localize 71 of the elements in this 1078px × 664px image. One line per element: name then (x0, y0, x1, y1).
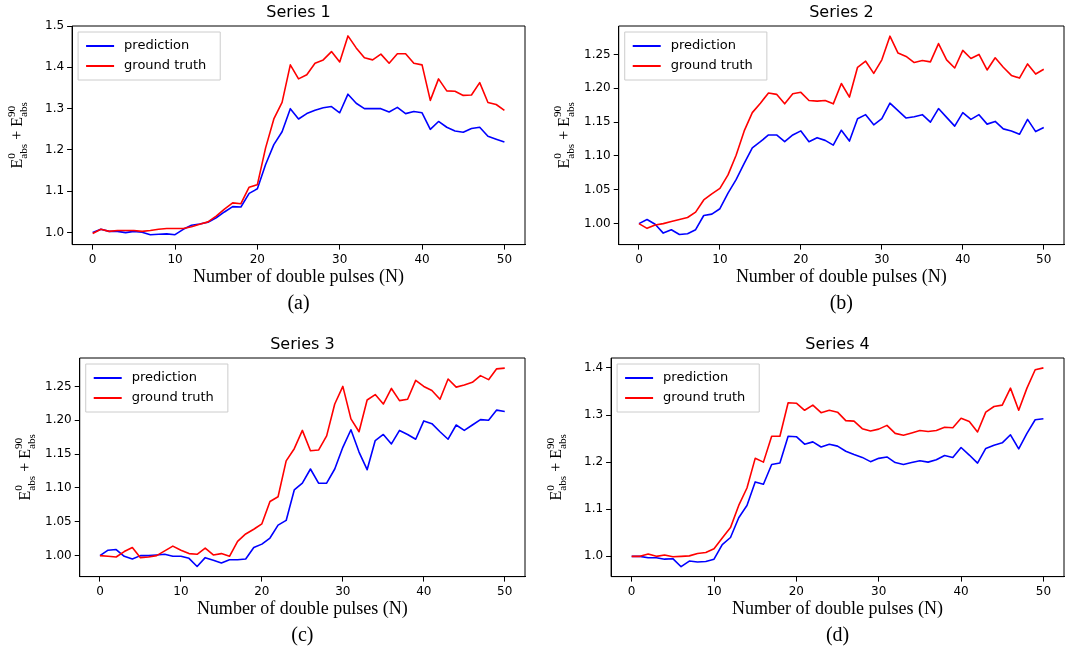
x-tick-label: 40 (953, 583, 969, 598)
y-tick-label: 1.4 (583, 360, 604, 375)
y-tick-label: 1.00 (45, 547, 72, 562)
chart-title: Series 4 (805, 334, 870, 354)
y-axis-title: E0abs + E90abs (551, 102, 577, 169)
y-tick-label: 1.20 (45, 412, 72, 427)
chart-title: Series 2 (809, 2, 874, 22)
text: (c) (291, 623, 314, 647)
x-tick-label: 50 (1035, 583, 1052, 598)
x-tick-label: 50 (496, 251, 513, 266)
y-tick-label: 1.10 (584, 148, 611, 163)
x-tick-label: 10 (712, 251, 728, 266)
x-tick-label: 40 (416, 583, 432, 598)
y-tick-label: 1.4 (44, 59, 65, 74)
y-axis-title: E0abs + E90abs (543, 434, 569, 501)
y-tick-label: 1.15 (45, 446, 72, 461)
y-tick-label: 1.10 (45, 480, 72, 495)
x-tick-label: 40 (955, 251, 971, 266)
y-tick-label: 1.15 (584, 114, 611, 129)
text: (b) (829, 291, 854, 315)
y-tick-label: 1.0 (44, 224, 65, 239)
legend-label: prediction (131, 369, 197, 385)
text: (a) (287, 291, 310, 315)
y-tick-label: 1.3 (583, 407, 604, 422)
y-tick-label: 1.20 (584, 80, 611, 95)
y-tick-label: 1.05 (45, 513, 72, 528)
y-tick-label: 1.05 (584, 181, 611, 196)
chart-title: Series 3 (270, 334, 335, 354)
y-tick-label: 1.3 (44, 100, 65, 115)
x-tick-label: 0 (88, 251, 97, 266)
text: (d) (825, 623, 850, 647)
x-tick-label: 10 (173, 583, 189, 598)
x-axis-title: Number of double pulses (N) (735, 266, 947, 288)
y-tick-label: 1.25 (45, 378, 72, 393)
x-tick-label: 30 (332, 251, 348, 266)
x-tick-label: 0 (627, 583, 636, 598)
legend-label: ground truth (663, 389, 746, 405)
x-tick-label: 20 (249, 251, 266, 266)
legend-label: prediction (663, 369, 729, 385)
x-tick-label: 30 (871, 583, 887, 598)
y-tick-label: 1.00 (584, 215, 611, 230)
x-tick-label: 30 (335, 583, 351, 598)
x-tick-label: 20 (254, 583, 270, 598)
x-tick-label: 50 (497, 583, 513, 598)
chart-title: Series 1 (266, 2, 331, 22)
legend-label: ground truth (124, 57, 207, 73)
x-tick-label: 10 (167, 251, 183, 266)
y-axis-title: E0abs + E90abs (4, 102, 30, 169)
x-axis-title: Number of double pulses (N) (196, 598, 408, 620)
x-tick-label: 50 (1036, 251, 1052, 266)
x-tick-label: 40 (414, 251, 430, 266)
y-tick-label: 1.1 (583, 501, 604, 516)
y-tick-label: 1.25 (584, 46, 611, 61)
y-tick-label: 1.5 (44, 18, 65, 33)
y-tick-label: 1.2 (44, 142, 65, 157)
y-axis-title: E0abs + E90abs (12, 434, 38, 501)
x-tick-label: 30 (874, 251, 890, 266)
legend-label: prediction (124, 37, 190, 53)
y-tick-label: 1.2 (583, 454, 604, 469)
y-tick-label: 1.0 (583, 548, 604, 563)
legend-label: ground truth (670, 57, 753, 73)
x-tick-label: 10 (706, 583, 722, 598)
x-tick-label: 0 (96, 583, 104, 598)
x-tick-label: 0 (635, 251, 643, 266)
x-tick-label: 20 (793, 251, 809, 266)
x-axis-title: Number of double pulses (N) (732, 598, 944, 620)
x-axis-title: Number of double pulses (N) (193, 266, 405, 288)
legend-label: ground truth (131, 389, 214, 405)
x-tick-label: 20 (788, 583, 805, 598)
legend-label: prediction (670, 37, 736, 53)
y-tick-label: 1.1 (44, 183, 65, 198)
